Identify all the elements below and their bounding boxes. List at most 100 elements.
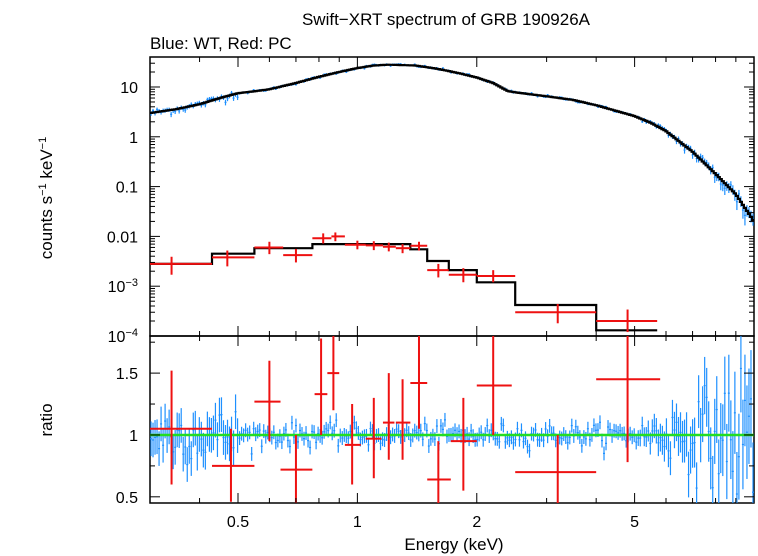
pc-ratio-point bbox=[382, 373, 395, 460]
wt-ratio-point bbox=[389, 430, 392, 445]
tick-base: 1 bbox=[129, 130, 138, 147]
wt-ratio-point bbox=[695, 462, 698, 503]
wt-ratio-point bbox=[657, 429, 660, 457]
pc-data-point bbox=[382, 242, 396, 252]
pc-ratio-point bbox=[395, 379, 411, 460]
wt-ratio-point bbox=[435, 419, 438, 433]
pc-ratio-point bbox=[254, 360, 281, 442]
wt-ratio-point bbox=[506, 430, 509, 445]
ratio-y-tick-label: 1.5 bbox=[116, 366, 138, 383]
pc-data-point bbox=[448, 268, 477, 283]
wt-ratio-point bbox=[443, 412, 446, 427]
wt-data-point bbox=[236, 94, 239, 101]
wt-ratio-point bbox=[691, 419, 694, 468]
spectrum-y-tick-label: 10 bbox=[120, 80, 138, 97]
wt-ratio-point bbox=[363, 429, 366, 444]
wt-ratio-point bbox=[367, 437, 370, 452]
x-tick-label: 5 bbox=[630, 514, 639, 531]
wt-ratio-point bbox=[218, 397, 221, 433]
spectrum-y-tick-label: 10−4 bbox=[108, 327, 138, 346]
wt-ratio-point bbox=[663, 431, 666, 462]
tick-exponent: −3 bbox=[125, 277, 138, 289]
wt-ratio-point bbox=[671, 399, 674, 436]
wt-ratio-point bbox=[234, 394, 237, 430]
wt-ratio-point bbox=[631, 430, 634, 445]
pc-ratio-point bbox=[327, 336, 340, 411]
wt-ratio-point bbox=[427, 439, 430, 453]
pc-model-line bbox=[150, 243, 658, 332]
wt-ratio-point bbox=[292, 430, 295, 445]
wt-ratio-point bbox=[180, 408, 183, 443]
wt-ratio-point bbox=[423, 416, 426, 431]
wt-data-point bbox=[224, 99, 227, 106]
spectrum-y-axis-label: counts s−1 keV−1 bbox=[37, 137, 56, 259]
wt-ratio-point bbox=[731, 431, 734, 503]
pc-ratio-point bbox=[365, 397, 382, 479]
wt-ratio-point bbox=[639, 429, 642, 447]
ylabel-part-exp2: −1 bbox=[37, 137, 49, 150]
wt-ratio-point bbox=[623, 426, 626, 441]
ratio-plot-frame bbox=[149, 335, 755, 504]
wt-ratio-point bbox=[709, 427, 712, 490]
wt-ratio-point bbox=[651, 419, 654, 443]
wt-ratio-point bbox=[186, 447, 189, 482]
wt-ratio-point bbox=[192, 412, 195, 448]
wt-ratio-point bbox=[629, 426, 632, 441]
wt-ratio-point bbox=[202, 432, 205, 468]
wt-ratio-point bbox=[232, 430, 235, 466]
wt-ratio-point bbox=[512, 435, 515, 450]
pc-data-point bbox=[476, 270, 516, 283]
wt-ratio-point bbox=[154, 420, 157, 455]
wt-ratio-point bbox=[743, 354, 746, 447]
tick-base: 10 bbox=[108, 279, 126, 296]
wt-ratio-point bbox=[510, 430, 513, 445]
wt-ratio-point bbox=[739, 336, 742, 413]
wt-ratio-point bbox=[290, 415, 293, 430]
wt-ratio-point bbox=[719, 403, 722, 474]
wt-ratio-point bbox=[341, 431, 344, 445]
wt-ratio-point bbox=[305, 426, 308, 440]
wt-ratio-point bbox=[361, 430, 364, 445]
pc-ratio-point bbox=[450, 397, 477, 491]
pc-ratio-point bbox=[427, 441, 451, 503]
wt-ratio-point bbox=[603, 446, 606, 461]
wt-ratio-point bbox=[725, 423, 728, 500]
wt-model-line bbox=[150, 63, 754, 221]
wt-ratio-point bbox=[452, 426, 455, 441]
wt-ratio-point bbox=[357, 425, 360, 440]
wt-ratio-point bbox=[568, 430, 571, 445]
wt-ratio-point bbox=[200, 421, 203, 457]
ratio-y-axis-label: ratio bbox=[37, 403, 56, 436]
wt-ratio-point bbox=[313, 425, 316, 440]
wt-ratio-point bbox=[282, 426, 285, 441]
wt-ratio-point bbox=[156, 419, 159, 455]
wt-ratio-point bbox=[747, 368, 750, 464]
wt-ratio-point bbox=[331, 426, 334, 441]
pc-ratio-point bbox=[212, 428, 255, 502]
wt-ratio-point bbox=[669, 441, 672, 476]
wt-ratio-point bbox=[216, 422, 219, 457]
pc-data-point bbox=[283, 248, 313, 263]
pc-data-point bbox=[365, 241, 383, 251]
wt-ratio-point bbox=[321, 430, 324, 445]
wt-ratio-point bbox=[158, 431, 161, 466]
wt-ratio-point bbox=[323, 424, 326, 439]
wt-ratio-point bbox=[558, 430, 561, 445]
wt-ratio-point bbox=[178, 413, 181, 448]
wt-ratio-point bbox=[190, 441, 193, 476]
wt-ratio-point bbox=[498, 434, 501, 449]
wt-ratio-point bbox=[741, 399, 744, 490]
wt-ratio-point bbox=[317, 426, 320, 441]
x-tick-label: 1 bbox=[353, 514, 362, 531]
pc-data-point bbox=[150, 256, 213, 275]
wt-ratio-point bbox=[707, 401, 710, 462]
pc-data-point bbox=[596, 309, 658, 333]
wt-ratio-point bbox=[238, 431, 241, 446]
wt-ratio-point bbox=[355, 421, 358, 436]
pc-ratio-point bbox=[280, 434, 313, 503]
wt-ratio-point bbox=[264, 429, 267, 444]
wt-ratio-point bbox=[607, 420, 610, 434]
wt-ratio-point bbox=[480, 425, 483, 440]
wt-ratio-point bbox=[705, 367, 708, 427]
wt-ratio-point bbox=[294, 418, 297, 433]
